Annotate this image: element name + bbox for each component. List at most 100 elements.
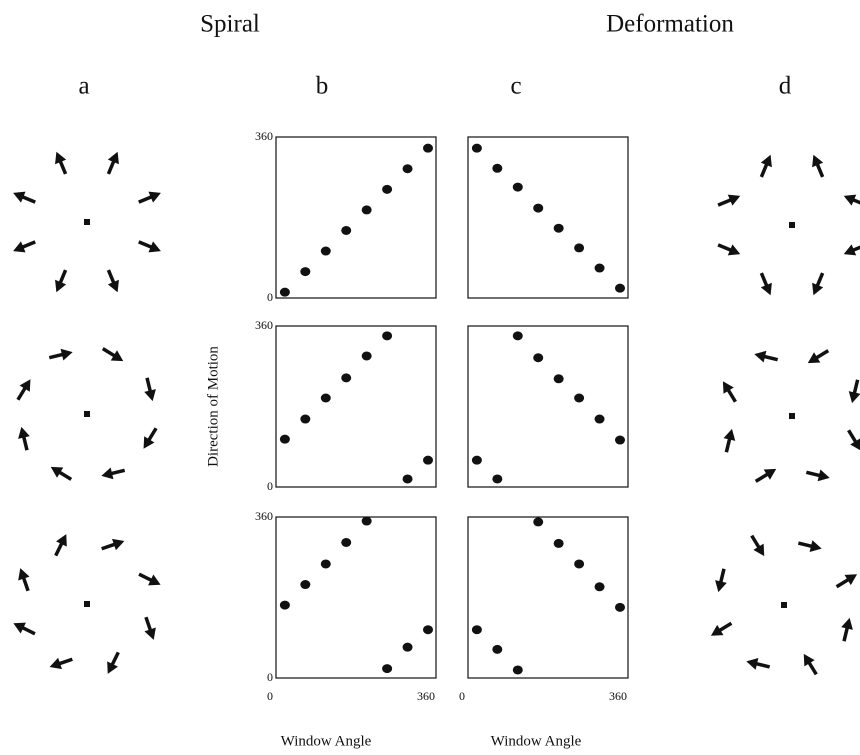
arrow-head — [710, 624, 724, 636]
y-tick-label: 360 — [255, 129, 273, 143]
data-point — [320, 393, 331, 403]
panel-label: c — [510, 73, 521, 100]
center-point — [84, 601, 90, 607]
data-point — [300, 580, 311, 590]
x-tick-label: 360 — [417, 689, 435, 703]
arrow-head — [107, 279, 119, 293]
plot-frame — [467, 136, 629, 299]
arrow-head — [101, 467, 114, 480]
arrow-head — [13, 241, 26, 253]
arrow-head — [754, 350, 767, 363]
data-point — [320, 246, 331, 256]
arrow-head — [763, 468, 777, 480]
center-point — [789, 222, 795, 228]
heading: Deformation — [606, 11, 734, 38]
y-axis-label: Direction of Motion — [205, 346, 221, 467]
data-point — [320, 559, 331, 569]
data-point — [382, 331, 393, 341]
center-point — [781, 602, 787, 608]
y-tick-label: 0 — [267, 290, 273, 304]
arrow-head — [843, 194, 857, 206]
heading: Spiral — [200, 11, 260, 38]
arrow-head — [56, 534, 67, 547]
arrow-head — [727, 244, 741, 256]
arrow-head — [144, 389, 156, 402]
data-point — [594, 582, 605, 592]
arrow-head — [143, 436, 155, 449]
arrow-head — [107, 151, 119, 165]
data-point — [533, 203, 544, 213]
data-point — [279, 287, 290, 297]
arrow-head — [760, 154, 772, 168]
data-point — [471, 625, 482, 635]
arrow-head — [49, 657, 62, 670]
data-point — [361, 351, 372, 361]
data-point — [533, 353, 544, 363]
data-point — [341, 373, 352, 383]
arrow-head — [55, 151, 67, 165]
x-tick-label: 0 — [267, 689, 273, 703]
panel-label: b — [316, 73, 329, 100]
arrow-head — [715, 580, 727, 593]
x-tick-label: 360 — [609, 689, 627, 703]
data-point — [492, 644, 503, 654]
data-point — [574, 243, 585, 253]
data-point — [533, 517, 544, 527]
arrow-head — [753, 543, 765, 557]
data-point — [300, 414, 311, 424]
data-point — [382, 664, 393, 674]
arrow-head — [746, 658, 759, 670]
data-point — [341, 537, 352, 547]
arrow-head — [803, 653, 815, 667]
arrow-head — [148, 241, 161, 253]
arrow-head — [841, 617, 853, 630]
data-point — [553, 374, 564, 384]
panel-label: d — [779, 73, 792, 100]
center-point — [84, 411, 90, 417]
y-tick-label: 0 — [267, 479, 273, 493]
arrow-head — [723, 428, 736, 441]
arrow-head — [60, 348, 73, 361]
data-point — [382, 184, 393, 194]
arrow-head — [18, 568, 30, 581]
y-tick-label: 0 — [267, 670, 273, 684]
arrow-head — [850, 438, 860, 451]
data-point — [615, 602, 625, 612]
data-point — [471, 455, 482, 465]
data-point — [300, 267, 311, 277]
data-point — [423, 455, 433, 465]
plot-frame — [275, 325, 437, 488]
plot-frame — [467, 516, 629, 679]
data-point — [279, 600, 290, 610]
data-point — [594, 263, 605, 273]
data-point — [402, 164, 413, 174]
data-point — [361, 516, 372, 526]
data-point — [615, 283, 625, 293]
plot-frame — [467, 325, 629, 488]
data-point — [492, 474, 503, 484]
data-point — [402, 474, 413, 484]
x-axis-label: Window Angle — [281, 733, 372, 749]
data-point — [512, 665, 523, 675]
center-point — [84, 219, 90, 225]
arrow-head — [148, 191, 161, 203]
arrow-head — [110, 350, 124, 362]
arrow-head — [55, 279, 67, 293]
arrow-head — [18, 426, 30, 439]
data-point — [594, 414, 605, 424]
arrow-head — [760, 282, 772, 296]
arrow-head — [107, 661, 118, 674]
data-point — [361, 205, 372, 215]
arrow-fields — [13, 151, 860, 676]
x-tick-label: 0 — [459, 689, 465, 703]
plot-frame — [275, 516, 437, 679]
arrow-head — [13, 191, 26, 203]
data-point — [402, 642, 413, 652]
arrow-head — [843, 244, 857, 256]
arrow-head — [13, 622, 26, 634]
x-axis-label: Window Angle — [491, 733, 582, 749]
data-point — [279, 434, 290, 444]
arrow-head — [148, 574, 161, 586]
arrow-head — [809, 540, 822, 552]
